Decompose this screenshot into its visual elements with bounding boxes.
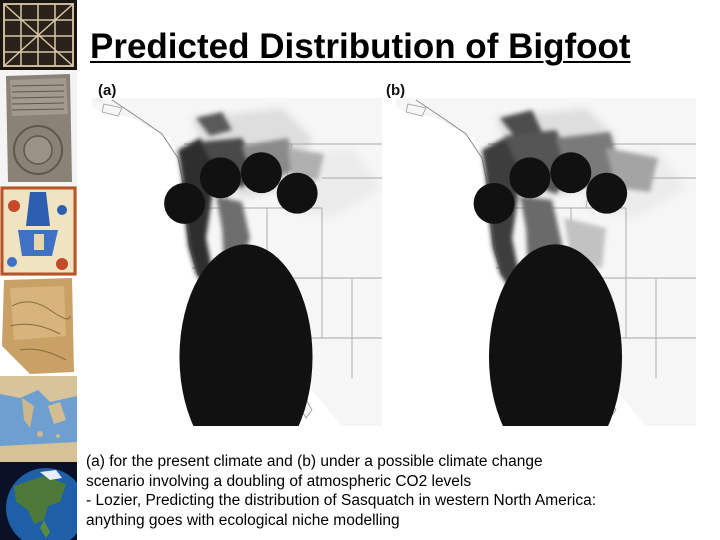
caption-line: scenario involving a doubling of atmosph…: [86, 472, 472, 490]
ancient-grid-artifact-thumb: [0, 0, 77, 70]
footprint-icon: [164, 152, 318, 426]
panel-label-b: (b): [384, 82, 408, 99]
caption-line: anything goes with ecological niche mode…: [86, 511, 400, 529]
clay-tablet-map-thumb: [0, 70, 77, 186]
map-panel-climate-change: (b): [382, 78, 705, 426]
north-america-globe-thumb: [0, 462, 77, 540]
mediterranean-map-thumb: [0, 376, 77, 462]
caption-line: (a) for the present climate and (b) unde…: [86, 453, 543, 470]
footprint-icon: [473, 152, 628, 426]
figure-caption: (a) for the present climate and (b) unde…: [86, 452, 712, 530]
thumbnail-strip: [0, 0, 77, 540]
caption-line: - Lozier, Predicting the distribution of…: [86, 492, 597, 509]
parchment-map-thumb: [0, 276, 77, 376]
slide-title: Predicted Distribution of Bigfoot: [90, 27, 631, 66]
panel-label-a: (a): [96, 82, 119, 99]
medieval-map-thumb: [0, 186, 77, 276]
map-panel-present-climate: (a): [92, 78, 392, 426]
